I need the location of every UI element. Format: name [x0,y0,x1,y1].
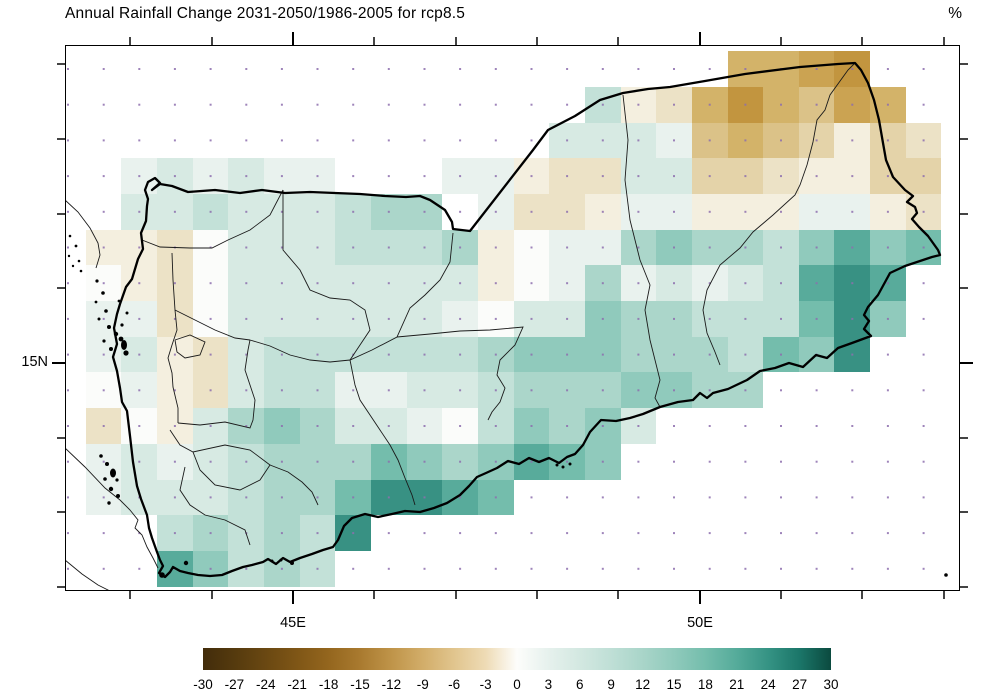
yemen-outline [111,61,942,579]
minor-tick [960,511,968,513]
colorbar-tick-label: 3 [544,677,553,692]
colorbar-tick-label: -3 [479,677,492,692]
minor-tick [617,591,619,599]
minor-tick [57,586,65,588]
colorbar-tick-label: 27 [792,677,808,692]
minor-tick [57,437,65,439]
colorbar-tick-label: -30 [193,677,213,692]
colorbar-tick-label: 15 [666,677,682,692]
colorbar [203,648,831,670]
colorbar-tick-label: -12 [381,677,402,692]
governorate-boundaries [141,62,856,546]
minor-tick [57,511,65,513]
minor-tick [211,591,213,599]
colorbar-tick-label: 9 [607,677,615,692]
major-tick [52,362,65,364]
minor-tick [780,37,782,45]
minor-tick [943,591,945,599]
islands [67,234,948,578]
minor-tick [57,213,65,215]
lat-tick-label: 15N [21,354,48,370]
unit-label: % [948,5,962,22]
colorbar-tick-label: -24 [256,677,276,692]
minor-tick [960,213,968,215]
minor-tick [960,63,968,65]
lon-tick-label: 50E [687,615,713,631]
minor-tick [211,37,213,45]
minor-tick [455,37,457,45]
minor-tick [960,586,968,588]
minor-tick [960,138,968,140]
minor-tick [373,591,375,599]
major-tick [699,32,701,45]
colorbar-tick-label: -27 [224,677,245,692]
colorbar-tick-label: -18 [318,677,339,692]
colorbar-tick-label: 0 [513,677,521,692]
grid-dots [67,68,925,570]
colorbar-tick-label: 12 [635,677,651,692]
minor-tick [129,591,131,599]
minor-tick [960,287,968,289]
minor-tick [536,37,538,45]
minor-tick [57,63,65,65]
colorbar-tick-label: 21 [729,677,745,692]
minor-tick [536,591,538,599]
major-tick [292,591,294,604]
minor-tick [57,138,65,140]
colorbar-tick-label: 24 [760,677,776,692]
minor-tick [455,591,457,599]
colorbar-tick-label: -21 [287,677,307,692]
colorbar-tick-label: 30 [823,677,839,692]
chart-title: Annual Rainfall Change 2031-2050/1986-20… [65,5,466,22]
minor-tick [960,437,968,439]
lon-tick-label: 45E [280,615,306,631]
colorbar-tick-label: -15 [350,677,370,692]
map-geography [65,61,948,591]
minor-tick [617,37,619,45]
colorbar-tick-label: -9 [416,677,429,692]
minor-tick [943,37,945,45]
minor-tick [129,37,131,45]
minor-tick [57,287,65,289]
colorbar-tick-label: 6 [576,677,584,692]
major-tick [699,591,701,604]
minor-tick [861,591,863,599]
map-area [65,45,960,591]
minor-tick [780,591,782,599]
major-tick [292,32,294,45]
minor-tick [373,37,375,45]
minor-tick [861,37,863,45]
colorbar-tick-label: 18 [697,677,713,692]
major-tick [960,362,973,364]
african-coastline [65,199,159,591]
colorbar-tick-label: -6 [448,677,461,692]
